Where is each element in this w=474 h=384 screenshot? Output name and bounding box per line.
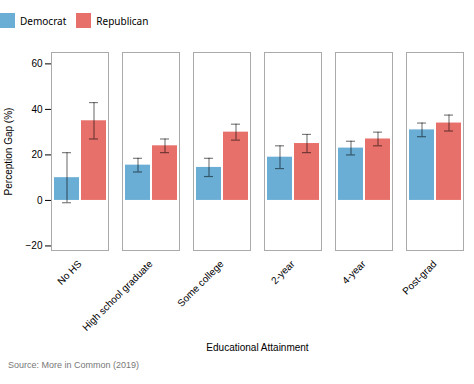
svg-text:High school graduate: High school graduate	[80, 258, 155, 333]
svg-text:Perception Gap (%): Perception Gap (%)	[3, 108, 14, 196]
svg-text:Some college: Some college	[175, 258, 226, 309]
svg-text:2-year: 2-year	[269, 258, 297, 286]
html-text:Source: More in Common (2019): Source: More in Common (2019)	[8, 360, 140, 370]
svg-text:No HS: No HS	[55, 258, 84, 287]
html-text:Democrat: Democrat	[20, 13, 67, 28]
svg-text:0: 0	[37, 195, 43, 206]
html-text:Republican: Republican	[96, 13, 149, 28]
svg-text:40: 40	[31, 104, 43, 115]
svg-text:4-year: 4-year	[340, 258, 368, 286]
svg-text:Educational Attainment: Educational Attainment	[206, 342, 309, 353]
svg-text:60: 60	[31, 58, 43, 69]
svg-text:Post-grad: Post-grad	[400, 258, 438, 296]
svg-text:−20: −20	[26, 240, 43, 251]
svg-text:20: 20	[31, 149, 43, 160]
